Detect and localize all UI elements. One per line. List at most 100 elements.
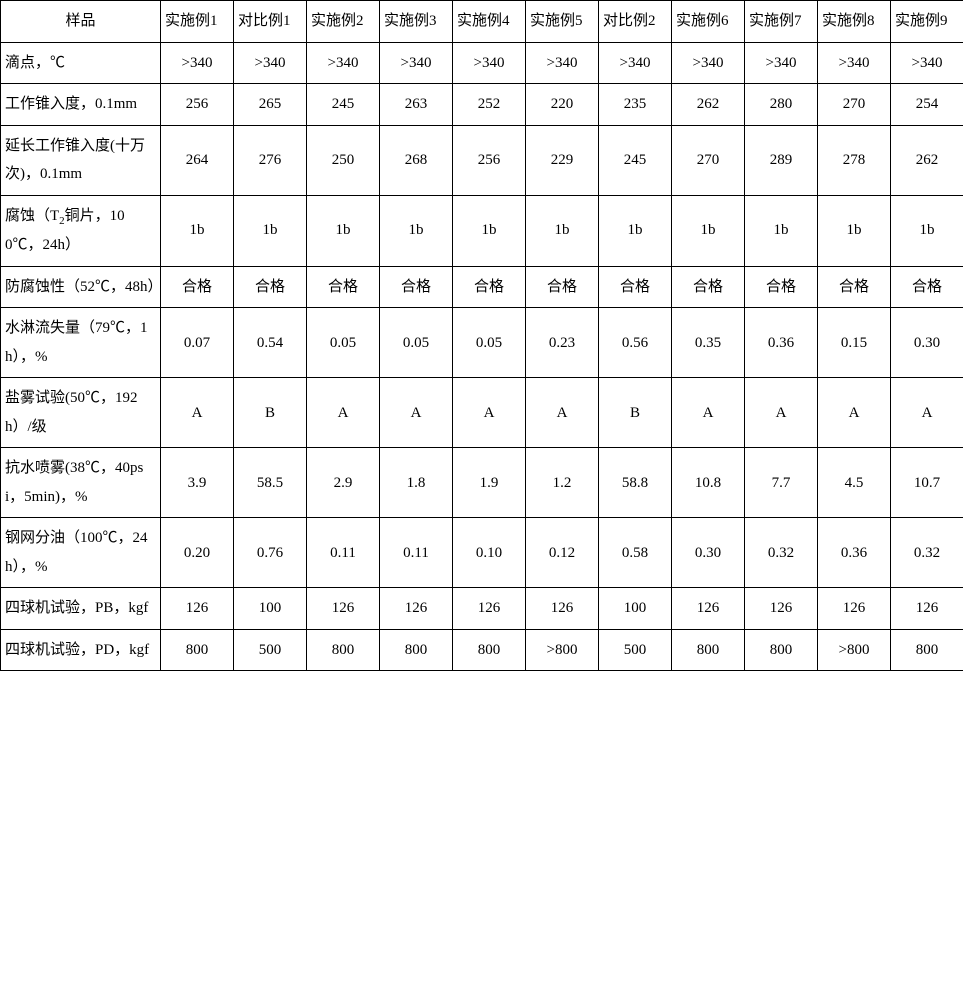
cell-value: 1.2 bbox=[526, 448, 599, 518]
cell-value: 合格 bbox=[380, 266, 453, 308]
table-row: 水淋流失量（79℃，1h），%0.070.540.050.050.050.230… bbox=[1, 308, 963, 378]
cell-value: 800 bbox=[307, 629, 380, 671]
cell-value: A bbox=[891, 378, 963, 448]
cell-value: 229 bbox=[526, 125, 599, 195]
cell-value: 合格 bbox=[526, 266, 599, 308]
cell-value: 0.10 bbox=[453, 518, 526, 588]
cell-value: 3.9 bbox=[161, 448, 234, 518]
cell-value: >340 bbox=[745, 42, 818, 84]
row-label: 防腐蚀性（52℃，48h） bbox=[1, 266, 161, 308]
cell-value: 500 bbox=[234, 629, 307, 671]
cell-value: >340 bbox=[672, 42, 745, 84]
cell-value: 合格 bbox=[818, 266, 891, 308]
cell-value: 0.05 bbox=[307, 308, 380, 378]
cell-value: 500 bbox=[599, 629, 672, 671]
cell-value: 0.56 bbox=[599, 308, 672, 378]
cell-value: 800 bbox=[453, 629, 526, 671]
header-col: 实施例6 bbox=[672, 1, 745, 43]
cell-value: 126 bbox=[526, 588, 599, 630]
cell-value: 126 bbox=[380, 588, 453, 630]
cell-value: 245 bbox=[307, 84, 380, 126]
cell-value: B bbox=[599, 378, 672, 448]
table-row: 防腐蚀性（52℃，48h）合格合格合格合格合格合格合格合格合格合格合格 bbox=[1, 266, 963, 308]
cell-value: 2.9 bbox=[307, 448, 380, 518]
table-row: 滴点，℃>340>340>340>340>340>340>340>340>340… bbox=[1, 42, 963, 84]
cell-value: 265 bbox=[234, 84, 307, 126]
cell-value: 268 bbox=[380, 125, 453, 195]
cell-value: 0.76 bbox=[234, 518, 307, 588]
table-row: 盐雾试验(50℃，192h）/级ABAAAABAAAA bbox=[1, 378, 963, 448]
cell-value: 278 bbox=[818, 125, 891, 195]
cell-value: 256 bbox=[161, 84, 234, 126]
header-row: 样品 实施例1对比例1实施例2实施例3实施例4实施例5对比例2实施例6实施例7实… bbox=[1, 1, 963, 43]
cell-value: 800 bbox=[161, 629, 234, 671]
cell-value: A bbox=[745, 378, 818, 448]
cell-value: 0.58 bbox=[599, 518, 672, 588]
cell-value: 10.7 bbox=[891, 448, 963, 518]
cell-value: 262 bbox=[891, 125, 963, 195]
cell-value: 264 bbox=[161, 125, 234, 195]
table-row: 抗水喷雾(38℃，40psi，5min)，%3.958.52.91.81.91.… bbox=[1, 448, 963, 518]
header-col: 实施例8 bbox=[818, 1, 891, 43]
cell-value: 0.54 bbox=[234, 308, 307, 378]
cell-value: 合格 bbox=[599, 266, 672, 308]
cell-value: 1b bbox=[818, 195, 891, 266]
cell-value: 254 bbox=[891, 84, 963, 126]
cell-value: 合格 bbox=[891, 266, 963, 308]
header-col: 实施例5 bbox=[526, 1, 599, 43]
cell-value: 256 bbox=[453, 125, 526, 195]
cell-value: 1b bbox=[453, 195, 526, 266]
header-col: 实施例7 bbox=[745, 1, 818, 43]
cell-value: 270 bbox=[672, 125, 745, 195]
row-label: 腐蚀（T2铜片，100℃，24h） bbox=[1, 195, 161, 266]
cell-value: 800 bbox=[380, 629, 453, 671]
cell-value: 1b bbox=[161, 195, 234, 266]
row-label: 钢网分油（100℃，24h），% bbox=[1, 518, 161, 588]
cell-value: 1b bbox=[745, 195, 818, 266]
cell-value: A bbox=[453, 378, 526, 448]
cell-value: 263 bbox=[380, 84, 453, 126]
cell-value: 245 bbox=[599, 125, 672, 195]
cell-value: 1b bbox=[526, 195, 599, 266]
cell-value: >800 bbox=[526, 629, 599, 671]
cell-value: 0.15 bbox=[818, 308, 891, 378]
cell-value: A bbox=[672, 378, 745, 448]
header-col: 对比例2 bbox=[599, 1, 672, 43]
cell-value: 0.30 bbox=[672, 518, 745, 588]
cell-value: 252 bbox=[453, 84, 526, 126]
cell-value: 10.8 bbox=[672, 448, 745, 518]
cell-value: 100 bbox=[234, 588, 307, 630]
row-label: 抗水喷雾(38℃，40psi，5min)，% bbox=[1, 448, 161, 518]
cell-value: 126 bbox=[818, 588, 891, 630]
cell-value: 126 bbox=[891, 588, 963, 630]
cell-value: 250 bbox=[307, 125, 380, 195]
cell-value: 1b bbox=[380, 195, 453, 266]
cell-value: 1.8 bbox=[380, 448, 453, 518]
cell-value: >340 bbox=[161, 42, 234, 84]
cell-value: >340 bbox=[599, 42, 672, 84]
cell-value: 7.7 bbox=[745, 448, 818, 518]
header-col: 实施例1 bbox=[161, 1, 234, 43]
cell-value: 800 bbox=[891, 629, 963, 671]
cell-value: 合格 bbox=[161, 266, 234, 308]
cell-value: 0.30 bbox=[891, 308, 963, 378]
table-row: 工作锥入度，0.1mm25626524526325222023526228027… bbox=[1, 84, 963, 126]
page: 样品 实施例1对比例1实施例2实施例3实施例4实施例5对比例2实施例6实施例7实… bbox=[0, 0, 963, 671]
cell-value: 0.20 bbox=[161, 518, 234, 588]
table-row: 延长工作锥入度(十万次)，0.1mm2642762502682562292452… bbox=[1, 125, 963, 195]
cell-value: A bbox=[161, 378, 234, 448]
cell-value: B bbox=[234, 378, 307, 448]
cell-value: 0.36 bbox=[818, 518, 891, 588]
cell-value: 0.36 bbox=[745, 308, 818, 378]
cell-value: 1b bbox=[307, 195, 380, 266]
cell-value: 0.35 bbox=[672, 308, 745, 378]
row-label: 四球机试验，PD，kgf bbox=[1, 629, 161, 671]
cell-value: 0.11 bbox=[307, 518, 380, 588]
cell-value: 0.12 bbox=[526, 518, 599, 588]
header-sample: 样品 bbox=[1, 1, 161, 43]
cell-value: 58.8 bbox=[599, 448, 672, 518]
cell-value: >340 bbox=[234, 42, 307, 84]
data-table: 样品 实施例1对比例1实施例2实施例3实施例4实施例5对比例2实施例6实施例7实… bbox=[0, 0, 963, 671]
cell-value: 126 bbox=[745, 588, 818, 630]
cell-value: 1b bbox=[672, 195, 745, 266]
